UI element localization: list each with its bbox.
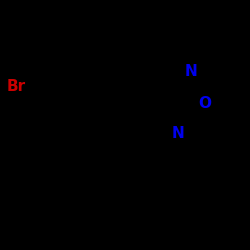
Text: N: N (172, 126, 184, 141)
Text: N: N (184, 64, 197, 79)
Text: O: O (198, 96, 211, 111)
Text: Br: Br (7, 78, 26, 94)
